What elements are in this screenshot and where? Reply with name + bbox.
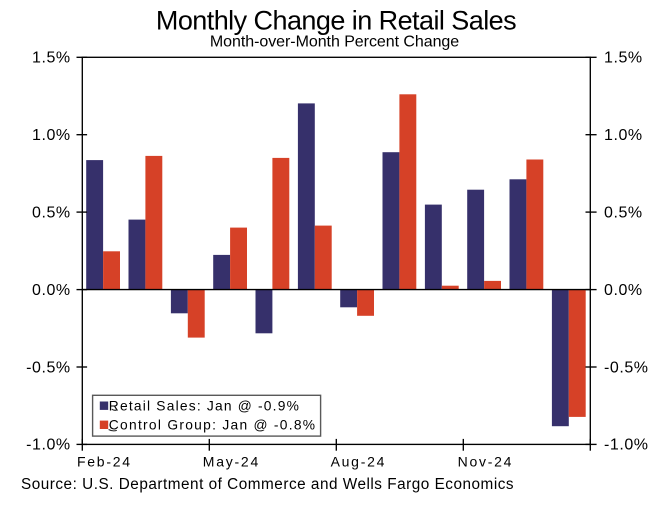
svg-text:Feb-24: Feb-24 (77, 454, 132, 470)
svg-text:-0.5%: -0.5% (604, 359, 649, 376)
svg-text:0.5%: 0.5% (604, 204, 643, 221)
svg-text:Retail Sales: Jan @ -0.9%: Retail Sales: Jan @ -0.9% (109, 399, 300, 414)
svg-text:Nov-24: Nov-24 (458, 454, 514, 470)
svg-text:1.5%: 1.5% (32, 50, 71, 67)
svg-text:May-24: May-24 (203, 454, 260, 470)
svg-text:1.0%: 1.0% (604, 127, 643, 144)
svg-text:0.5%: 0.5% (32, 204, 71, 221)
svg-text:Source: U.S. Department of Com: Source: U.S. Department of Commerce and … (21, 476, 514, 493)
svg-text:1.0%: 1.0% (32, 127, 71, 144)
svg-text:Control Group: Jan @ -0.8%: Control Group: Jan @ -0.8% (109, 418, 317, 433)
svg-text:Month-over-Month Percent Chang: Month-over-Month Percent Change (210, 34, 459, 51)
svg-text:0.0%: 0.0% (32, 282, 71, 299)
svg-text:0.0%: 0.0% (604, 282, 643, 299)
svg-text:-1.0%: -1.0% (604, 437, 649, 454)
svg-text:-0.5%: -0.5% (26, 359, 71, 376)
svg-text:Monthly Change in Retail Sales: Monthly Change in Retail Sales (156, 5, 516, 35)
svg-text:Aug-24: Aug-24 (331, 454, 387, 470)
svg-text:-1.0%: -1.0% (26, 437, 71, 454)
svg-text:1.5%: 1.5% (604, 50, 643, 67)
